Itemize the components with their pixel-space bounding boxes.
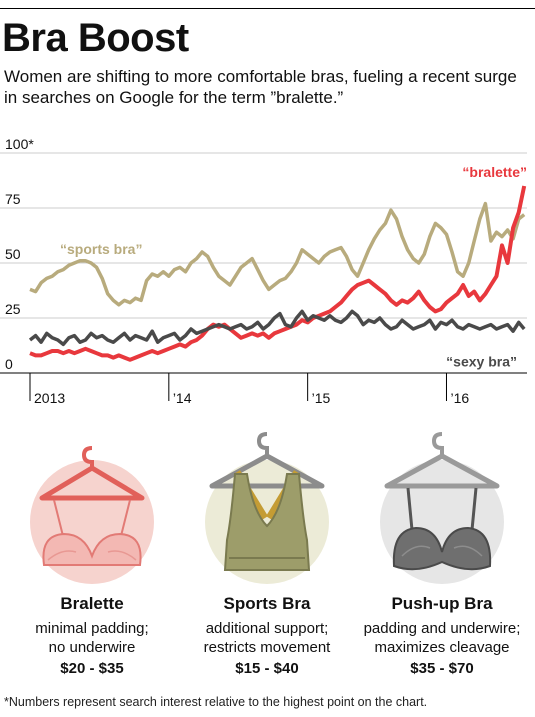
page-subtitle: Women are shifting to more comfortable b… <box>4 67 517 107</box>
series-line-0 <box>29 201 526 307</box>
top-rule <box>0 8 535 9</box>
x-tick-label: ’15 <box>312 390 331 406</box>
y-tick-label: 50 <box>5 246 21 262</box>
series-line-1 <box>29 185 527 362</box>
series-line-2 <box>28 309 526 347</box>
x-tick-label: 2013 <box>34 390 65 406</box>
y-tick-label: 100* <box>5 136 34 152</box>
y-tick-label: 75 <box>5 191 21 207</box>
line-chart: 0 25 50 75 100* 2013 ’14 ’15 ’16 “sports bra” “b… <box>0 136 527 406</box>
product-desc-2: maximizes cleavage <box>374 639 510 656</box>
footnote: *Numbers represent search interest relat… <box>4 695 428 709</box>
x-tick-label: ’16 <box>450 390 469 406</box>
y-tick-label: 0 <box>5 356 13 372</box>
push-up-bra-illustration <box>380 432 504 584</box>
bralette-illustration <box>30 446 154 584</box>
sports-bra-illustration <box>205 432 329 584</box>
product-name: Bralette <box>60 594 124 613</box>
product-name: Sports Bra <box>223 594 311 613</box>
product-desc-2: no underwire <box>48 639 136 656</box>
product-desc-1: additional support; <box>205 620 329 637</box>
product-desc-2: restricts movement <box>203 639 331 656</box>
product-desc-1: padding and underwire; <box>363 620 521 637</box>
series-label-2: “sexy bra” <box>446 353 517 369</box>
product-price: $20 - $35 <box>60 660 124 677</box>
series-label-0: “sports bra” <box>60 241 142 257</box>
x-tick-label: ’14 <box>173 390 192 406</box>
page-title: Bra Boost <box>2 16 189 60</box>
product-price: $15 - $40 <box>235 660 299 677</box>
y-tick-label: 25 <box>5 301 21 317</box>
product-price: $35 - $70 <box>410 660 474 677</box>
product-desc-1: minimal padding; <box>35 620 149 637</box>
product-name: Push-up Bra <box>391 594 493 613</box>
series-label-1: “bralette” <box>462 164 527 180</box>
